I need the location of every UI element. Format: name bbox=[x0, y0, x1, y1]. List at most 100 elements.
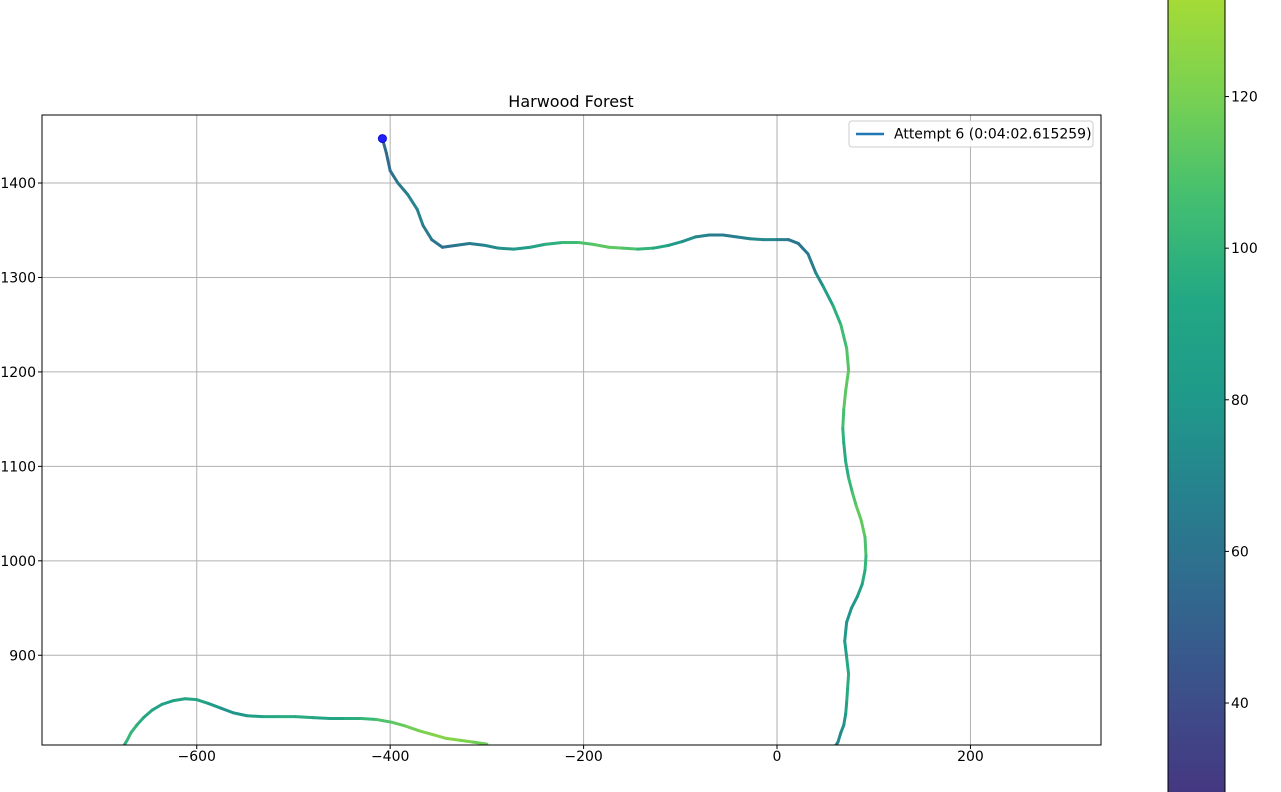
plot-frame bbox=[41, 114, 1102, 746]
colorbar-tick-label: 120 bbox=[1231, 90, 1258, 106]
track-segment bbox=[845, 606, 853, 624]
track-segment bbox=[142, 708, 154, 720]
track-segment bbox=[863, 554, 868, 572]
track-segment bbox=[160, 699, 176, 706]
x-tick-label: 200 bbox=[957, 749, 984, 765]
y-tick-label: 1000 bbox=[0, 554, 36, 570]
track-segment bbox=[843, 639, 849, 659]
track-segment bbox=[129, 723, 139, 735]
track-segment bbox=[444, 736, 462, 742]
track-segment bbox=[667, 240, 684, 247]
x-axis-ticks: −600 −400 −200 0 200 bbox=[178, 745, 984, 765]
track-segment bbox=[150, 702, 164, 712]
colorbar-tick-label: 40 bbox=[1231, 696, 1249, 712]
track-attempt-6 bbox=[380, 137, 868, 745]
legend[interactable]: Attempt 6 (0:04:02.615259) bbox=[848, 120, 1094, 148]
track-segment bbox=[231, 711, 249, 718]
track-segment bbox=[417, 729, 435, 737]
track-segment bbox=[831, 304, 843, 327]
track-segment bbox=[860, 568, 867, 586]
track-segment-lower bbox=[122, 697, 489, 745]
track-segment bbox=[172, 697, 187, 703]
track-segment bbox=[844, 700, 849, 716]
track-segment bbox=[543, 241, 564, 246]
track-segment bbox=[734, 235, 752, 241]
track-segment bbox=[636, 246, 655, 251]
colorbar: 40 60 80 100 120 bbox=[1167, 0, 1258, 792]
track-segment bbox=[814, 271, 825, 289]
track-segment bbox=[796, 241, 810, 256]
track-segment bbox=[821, 285, 835, 308]
start-point-marker bbox=[377, 134, 387, 144]
track-segment bbox=[406, 192, 419, 211]
track-segment bbox=[415, 207, 425, 228]
track-segment bbox=[384, 151, 392, 173]
track-segment bbox=[844, 368, 851, 393]
track-segment bbox=[842, 712, 848, 727]
track-segment bbox=[577, 241, 595, 246]
track-segment bbox=[841, 427, 846, 445]
track-segment bbox=[651, 243, 671, 250]
track-segment bbox=[850, 491, 858, 508]
track-segment bbox=[842, 389, 848, 412]
track-segment bbox=[135, 716, 146, 727]
track-segment bbox=[843, 620, 849, 643]
track-segment bbox=[846, 672, 851, 690]
track-segment bbox=[855, 582, 864, 599]
track-segment bbox=[293, 715, 315, 720]
colorbar-gradient bbox=[1167, 0, 1226, 792]
legend-box bbox=[848, 120, 1094, 148]
track-segment bbox=[721, 233, 738, 239]
track-segment bbox=[359, 717, 379, 721]
track-segment bbox=[195, 698, 210, 705]
track-segment bbox=[483, 243, 500, 250]
legend-entry-label: Attempt 6 (0:04:02.615259) bbox=[894, 127, 1092, 143]
track-segment bbox=[694, 233, 711, 239]
track-segment bbox=[440, 243, 458, 249]
track-segment bbox=[845, 346, 851, 372]
x-tick-label: 0 bbox=[773, 749, 782, 765]
track-segment bbox=[245, 714, 265, 719]
track-segment bbox=[390, 720, 408, 728]
track-segment bbox=[680, 235, 698, 244]
track-segment bbox=[421, 224, 434, 242]
track-segment bbox=[467, 241, 487, 247]
track-segment bbox=[844, 460, 851, 480]
plot-area bbox=[122, 134, 868, 745]
track-segment bbox=[787, 238, 800, 245]
track-segment bbox=[431, 733, 448, 740]
track-segment bbox=[471, 740, 489, 745]
colorbar-tick-label: 60 bbox=[1231, 544, 1249, 560]
track-segment bbox=[839, 323, 849, 350]
track-segment bbox=[512, 245, 532, 251]
track-segment bbox=[311, 716, 332, 721]
track-segment bbox=[375, 717, 394, 724]
track-segment bbox=[430, 238, 444, 249]
grid bbox=[42, 115, 1101, 745]
colorbar-ticks: 40 60 80 100 120 bbox=[1225, 90, 1258, 712]
track-segment bbox=[836, 731, 843, 744]
track-segment bbox=[842, 441, 848, 464]
x-tick-label: −600 bbox=[178, 749, 216, 765]
y-tick-label: 1300 bbox=[0, 270, 36, 286]
track-segment bbox=[863, 535, 868, 558]
track-segment bbox=[404, 724, 421, 733]
chart-title: Harwood Forest bbox=[508, 92, 633, 111]
y-axis-ticks: 900 1000 1100 1200 1300 1400 bbox=[0, 176, 42, 664]
y-tick-label: 1200 bbox=[0, 365, 36, 381]
track-segment bbox=[845, 655, 851, 676]
track-segment bbox=[620, 246, 640, 251]
track-segment bbox=[845, 686, 850, 704]
track-segment bbox=[183, 697, 199, 702]
track-segment bbox=[847, 476, 854, 495]
track-segment bbox=[396, 181, 410, 196]
colorbar-tick-label: 100 bbox=[1231, 241, 1258, 257]
track-segment bbox=[458, 738, 475, 744]
track-segment bbox=[854, 504, 863, 522]
track-segment bbox=[591, 242, 611, 249]
track-segment bbox=[528, 242, 547, 249]
track-segment bbox=[806, 252, 818, 275]
track-segment bbox=[748, 237, 765, 242]
y-tick-label: 900 bbox=[9, 648, 36, 664]
